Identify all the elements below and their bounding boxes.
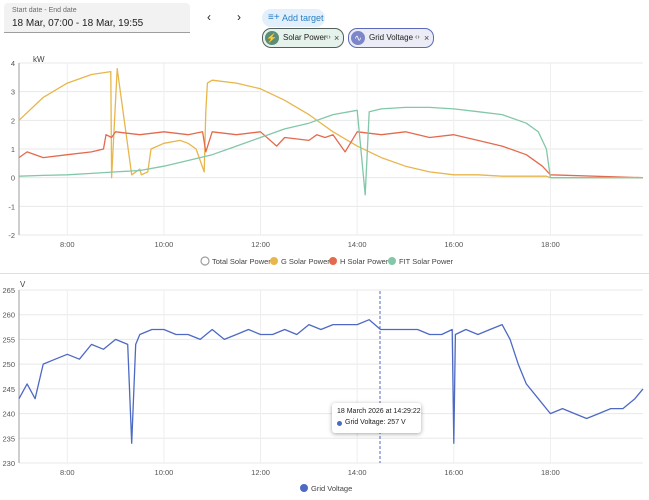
y-tick-label: 255 [2, 335, 15, 344]
chevron-left-icon[interactable]: ‹ [207, 10, 211, 24]
series-line-grid-voltage[interactable] [18, 319, 644, 444]
y-tick-label: 0 [11, 174, 15, 183]
legend-h-label[interactable]: H Solar Power [340, 257, 389, 266]
sine-wave-icon: ∿ [351, 31, 365, 45]
close-icon[interactable]: × [424, 33, 430, 43]
x-tick-label: 16:00 [444, 240, 463, 249]
grid-voltage-chart[interactable]: V 265 260 255 250 245 240 235 230 8:00 10:00 12:00… [0, 278, 649, 500]
expand-icon[interactable]: ‹› [326, 34, 331, 41]
chart-divider [0, 273, 649, 274]
target-chip-solar-power[interactable]: ⚡ Solar Power ‹› × [262, 28, 344, 48]
chart-tooltip: 18 March 2026 at 14:29:22 Grid Voltage: … [332, 403, 421, 433]
y-tick-label: 2 [11, 116, 15, 125]
y-tick-label: 265 [2, 286, 15, 295]
y-tick-label: -1 [8, 202, 15, 211]
add-target-button[interactable]: ≡+ Add target [262, 9, 325, 27]
x-tick-label: 8:00 [60, 240, 75, 249]
legend-total-label[interactable]: Total Solar Power [212, 257, 271, 266]
date-range-label: Start date - End date [12, 7, 77, 14]
legend-fit-swatch[interactable] [388, 257, 396, 265]
legend-voltage-label[interactable]: Grid Voltage [311, 484, 352, 493]
y-tick-label: 245 [2, 385, 15, 394]
chevron-right-icon[interactable]: › [237, 10, 241, 24]
x-tick-label: 16:00 [444, 468, 463, 477]
y-tick-label: 230 [2, 459, 15, 468]
y-tick-label: -2 [8, 231, 15, 240]
y-tick-label: 3 [11, 88, 15, 97]
target-chip-grid-voltage[interactable]: ∿ Grid Voltage ‹› × [348, 28, 434, 48]
x-tick-label: 18:00 [541, 240, 560, 249]
date-range-picker[interactable]: Start date - End date 18 Mar, 07:00 - 18… [4, 3, 190, 33]
tooltip-value: Grid Voltage: 257 V [345, 419, 406, 426]
y-axis-label: V [20, 280, 26, 289]
series-line-fit-solar-power[interactable] [18, 106, 643, 196]
x-tick-label: 18:00 [541, 468, 560, 477]
lightning-bolt-icon: ⚡ [265, 31, 279, 45]
x-tick-label: 14:00 [348, 468, 367, 477]
playlist-add-icon: ≡+ [268, 12, 280, 23]
legend-voltage-swatch[interactable] [300, 484, 308, 492]
legend-g-swatch[interactable] [270, 257, 278, 265]
y-tick-label: 260 [2, 311, 15, 320]
legend-fit-label[interactable]: FIT Solar Power [399, 257, 454, 266]
tooltip-swatch [337, 421, 342, 426]
close-icon[interactable]: × [334, 33, 340, 43]
series-line-g-solar-power[interactable] [18, 68, 643, 179]
y-axis-label: kW [33, 55, 45, 64]
legend-h-swatch[interactable] [329, 257, 337, 265]
y-tick-label: 240 [2, 410, 15, 419]
date-range-value: 18 Mar, 07:00 - 18 Mar, 19:55 [12, 18, 144, 29]
series-line-h-solar-power[interactable] [18, 131, 644, 179]
legend-total-swatch[interactable] [200, 256, 210, 266]
y-tick-label: 4 [11, 59, 15, 68]
y-tick-label: 1 [11, 145, 15, 154]
x-tick-label: 14:00 [348, 240, 367, 249]
legend-g-label[interactable]: G Solar Power [281, 257, 330, 266]
x-tick-label: 12:00 [251, 468, 270, 477]
expand-icon[interactable]: ‹› [415, 34, 420, 41]
x-tick-label: 10:00 [155, 240, 174, 249]
target-chip-label: Grid Voltage [369, 33, 414, 42]
x-tick-label: 12:00 [251, 240, 270, 249]
solar-power-chart[interactable]: kW 4 3 2 1 0 -1 -2 8:00 10:00 12:00 14:00 16:00 18:0… [0, 50, 649, 272]
x-tick-label: 8:00 [60, 468, 75, 477]
target-chip-label: Solar Power [283, 33, 327, 42]
y-tick-label: 250 [2, 360, 15, 369]
tooltip-time: 18 March 2026 at 14:29:22 [337, 408, 421, 415]
add-target-label: Add target [282, 13, 324, 23]
y-tick-label: 235 [2, 434, 15, 443]
x-tick-label: 10:00 [155, 468, 174, 477]
